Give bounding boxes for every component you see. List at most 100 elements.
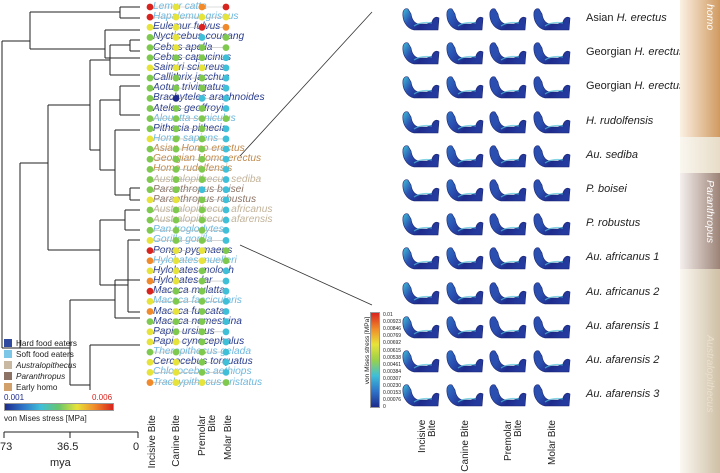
col-label-molar: Molar Bite [223,415,234,461]
stress-dot [146,94,154,102]
stress-dot [172,369,180,376]
jaw-model [531,177,571,203]
stress-dot [198,135,206,143]
stress-dot [172,318,180,326]
jaw-model [400,245,440,271]
stress-color-scale [4,403,114,411]
stress-dot [198,44,206,51]
col-label-premolar: Premolar Bite [197,415,218,456]
stress-dot [146,23,154,31]
stress-dot [222,267,230,275]
stress-dot [222,13,230,21]
stress-dot [172,237,180,244]
species-label: Macaca nemestrina [153,315,242,327]
stress-dot [198,297,206,305]
mid-scale-value: 0.00769 [383,333,402,340]
jaw-model [444,143,484,169]
stress-dot [172,23,180,31]
jaw-model [531,40,571,66]
stress-dot [172,135,180,143]
stress-dot [222,84,230,92]
stress-dot [222,3,230,11]
jaw-row-label-taxon: Au. africanus 1 [586,251,660,264]
jaw-row-label: H. rudolfensis [586,115,653,127]
stress-dot [198,125,206,133]
band-homo [680,0,720,137]
legend-label-hard: Hard food eaters [16,339,77,348]
stress-dot [222,64,230,72]
stress-dot [146,216,154,224]
stress-dot [172,216,180,224]
legend-swatch-australo [4,361,12,369]
axis-unit: mya [50,457,71,469]
stress-dot [146,206,154,214]
stress-dot [222,206,230,214]
species-label: Pongo pygmaeus [153,244,233,256]
species-label: Pithecia pithecia [153,122,228,134]
legend-swatch-earlyhomo [4,383,12,391]
stress-dot [222,287,230,295]
species-label: Papio cynocephalus [153,335,245,347]
stress-dot [146,84,154,92]
species-label: Aotus trivirgatus [153,82,227,94]
stress-dot [222,166,230,173]
stress-dot [222,257,230,265]
stress-dot [198,166,206,173]
stress-dot [172,297,180,305]
jaw-model [400,74,440,100]
species-label: Nycticebus coucang [153,31,245,43]
stress-dot [146,105,154,112]
stress-dot [222,328,230,336]
stress-dot [172,308,180,315]
scale-max: 0.006 [92,393,113,402]
stress-dot [146,237,154,244]
jaw-model [444,109,484,135]
species-label: Lemur catta [153,1,207,12]
stress-dot [198,287,206,295]
stress-dot [146,13,154,21]
stress-dot [222,135,230,143]
stress-dot [222,308,230,315]
mid-scale-value: 0.00461 [383,361,402,368]
jaw-row-label-prefix: Georgian [586,80,635,93]
jaw-row-label-taxon: H. rudolfensis [586,114,654,127]
jaw-model [444,74,484,100]
mid-scale-value: 0.00076 [383,397,402,404]
stress-dot [198,176,206,183]
jaw-model [400,280,440,306]
jaw-row-label: Georgian H. erectus 2 [586,46,694,58]
jaw-model [531,109,571,135]
stress-dot [198,94,206,102]
stress-dot [198,155,206,163]
stress-dot [198,105,206,112]
stress-dot [222,115,230,123]
legend-earlyhomo: Early homo [4,383,57,393]
species-label: Trachypithecus cristatus [153,376,263,388]
stress-dot [198,358,206,366]
jaw-model [487,211,527,237]
jaw-row-label: Asian H. erectus [586,12,667,24]
stress-dot [172,34,180,41]
stress-dot [146,74,154,82]
species-label: Macaca fascicularis [153,295,242,307]
jaw-row-label: P. robustus [586,217,640,229]
col-label-canine: Canine Bite [171,415,182,467]
species-label: Papio ursinus [153,325,215,337]
jaw-row-label-prefix: Georgian [586,46,635,59]
species-label: Alouatta seniculus [153,112,236,124]
stress-dot [198,277,206,285]
legend-label-soft: Soft food eaters [16,350,74,359]
band-paranthropus [680,173,720,269]
jaw-model [444,280,484,306]
stress-dot [146,267,154,275]
legend-paran: Paranthropus [4,372,65,382]
legend-label-australo: Australopithecus [16,361,77,370]
stress-dot [198,115,206,123]
jaw-model [487,74,527,100]
mid-scale-value: 0.00846 [383,326,402,333]
jaw-model [487,177,527,203]
jaw-model [531,348,571,374]
species-label: Australopithecus afarensis [153,214,273,226]
jaw-model [400,6,440,32]
stress-dot [198,369,206,376]
